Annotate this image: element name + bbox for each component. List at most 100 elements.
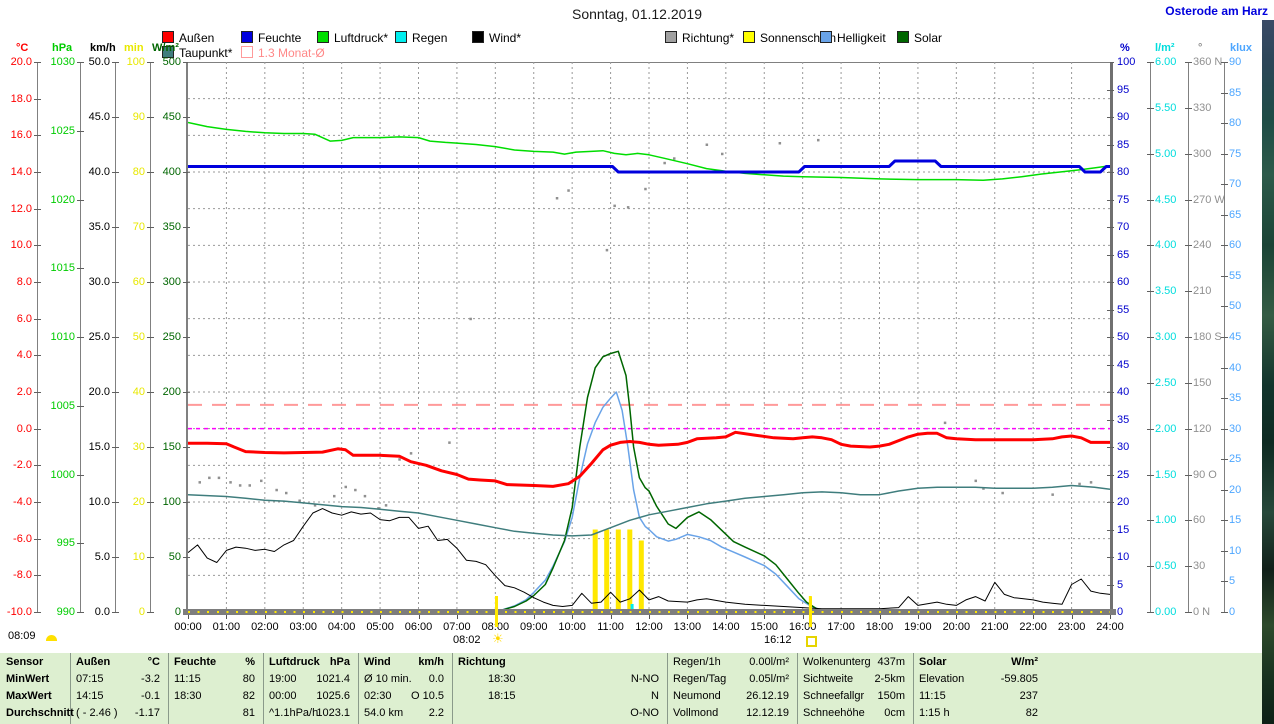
- x-tick: [687, 615, 689, 619]
- axis-label: -4.0: [13, 496, 32, 508]
- x-label-2100: 21:00: [980, 621, 1009, 633]
- axis-tick: [77, 268, 84, 270]
- axis-label: 30: [1229, 422, 1242, 435]
- axis-label: 20: [1229, 483, 1242, 496]
- legend-item-taupunkt[interactable]: Taupunkt*: [162, 46, 232, 60]
- page-title: Sonntag, 01.12.2019: [571, 6, 702, 22]
- table-cell-value: 2.2: [428, 707, 444, 719]
- axis-label: -8.0: [13, 569, 32, 582]
- legend-item-13monat[interactable]: 1.3 Monat-Ø: [241, 46, 325, 60]
- axis-tick: [112, 282, 119, 283]
- axis-label: 150: [162, 441, 181, 453]
- wind-direction-dot: [555, 197, 559, 200]
- legend-item-sonnenschein[interactable]: Sonnenschein: [743, 31, 836, 45]
- wind-direction-dot: [567, 189, 570, 192]
- wind-direction-dot: [721, 152, 724, 156]
- axis-label: 330: [1193, 101, 1212, 114]
- axis-label: 30: [1117, 441, 1130, 453]
- axis-tick: [1107, 529, 1114, 531]
- legend-swatch-icon: [897, 31, 909, 43]
- axis-label: 0: [138, 606, 145, 618]
- legend-swatch-icon: [472, 31, 484, 43]
- x-tick: [188, 615, 189, 619]
- wind-direction-dot: [663, 161, 666, 165]
- axis-label: 45: [1229, 331, 1242, 343]
- axis-label: 1015: [50, 262, 75, 275]
- axis-tick: [1107, 337, 1114, 338]
- axis-label: 50: [132, 331, 145, 343]
- legend-item-helligkeit[interactable]: Helligkeit: [820, 31, 886, 45]
- axis-label: 40: [1229, 361, 1242, 374]
- wind-direction-dot: [778, 142, 782, 145]
- wind-direction-dot: [275, 488, 278, 492]
- axis-tick: [1185, 428, 1192, 430]
- legend-item-wind[interactable]: Wind*: [472, 31, 521, 45]
- wind-direction-dot: [409, 452, 413, 455]
- axis-label: -10.0: [6, 606, 32, 618]
- legend-item-auen[interactable]: Außen: [162, 31, 214, 45]
- axis-label: 150: [1193, 376, 1212, 389]
- axis-label: 300: [1193, 147, 1212, 160]
- axis-tick: [1221, 459, 1228, 461]
- axis-tick: [147, 227, 154, 228]
- axis-tick: [1147, 474, 1154, 476]
- x-label-1800: 18:00: [865, 621, 894, 633]
- axis-label: 60: [1229, 239, 1242, 252]
- axis-label: 80: [132, 166, 145, 178]
- axis-tick: [34, 282, 41, 283]
- axis-label: -2.0: [13, 459, 32, 472]
- sunrise-line: [495, 597, 499, 627]
- sunshine-baseline-dots-icon: [188, 611, 1110, 613]
- wind-direction-dot: [705, 143, 709, 146]
- axis-tick: [183, 172, 190, 173]
- axis-tick: [1221, 275, 1228, 277]
- x-tick: [879, 615, 881, 619]
- table-cell-value: 12.12.19: [746, 707, 789, 719]
- table-separator: [70, 653, 71, 724]
- axis-label: 100: [162, 496, 181, 508]
- axis-tick: [1107, 474, 1114, 476]
- axis-label: 45: [1117, 358, 1130, 371]
- legend-item-luftdruck[interactable]: Luftdruck*: [317, 31, 388, 45]
- unit-2: km/h: [90, 42, 116, 54]
- wind-direction-dot: [1078, 482, 1081, 486]
- table-separator: [913, 653, 914, 724]
- axis-tick: [1185, 199, 1192, 201]
- axis-tick: [34, 355, 41, 357]
- x-label-0000: 00:00: [174, 621, 202, 633]
- axis-label: 0: [174, 606, 181, 618]
- axis-label: 240: [1193, 239, 1212, 252]
- x-tick: [841, 615, 843, 619]
- axis-label: 5.0: [94, 551, 110, 563]
- table-header-label: Wind: [364, 656, 391, 668]
- table-cell-value: -59.805: [1000, 673, 1038, 685]
- axis-label: 250: [162, 331, 181, 343]
- axis-label: 55: [1117, 303, 1130, 316]
- moonrise-time: 08:09: [8, 630, 36, 642]
- wind-direction-dot: [377, 507, 380, 510]
- legend-swatch-icon: [241, 31, 253, 43]
- x-tick: [226, 615, 228, 619]
- legend-item-regen[interactable]: Regen: [395, 31, 447, 45]
- axis-tick: [183, 557, 190, 558]
- station-link[interactable]: Osterode am Harz: [1165, 4, 1268, 18]
- axis-label: 1000: [50, 468, 75, 481]
- legend-item-richtung[interactable]: Richtung*: [665, 31, 734, 45]
- wind-direction-dot: [248, 484, 251, 487]
- axis-tick: [1221, 62, 1228, 63]
- table-header-label: Feuchte: [174, 656, 217, 668]
- axis-label: 100: [1117, 56, 1136, 68]
- table-cell: 1:15 h: [919, 707, 950, 719]
- axis-tick: [1107, 62, 1114, 63]
- wind-direction-dot: [626, 206, 630, 209]
- axis-label: 5.50: [1155, 101, 1177, 114]
- axis-label: 25: [1117, 468, 1130, 481]
- legend-item-feuchte[interactable]: Feuchte: [241, 31, 301, 45]
- axis-label: 20: [132, 496, 145, 508]
- x-tick: [764, 615, 766, 619]
- table-header-label: Richtung: [458, 656, 506, 668]
- legend-item-solar[interactable]: Solar: [897, 31, 942, 45]
- axis-label: 5: [1117, 578, 1124, 591]
- sunshine-bar: [627, 529, 633, 612]
- axis-tick: [34, 172, 41, 173]
